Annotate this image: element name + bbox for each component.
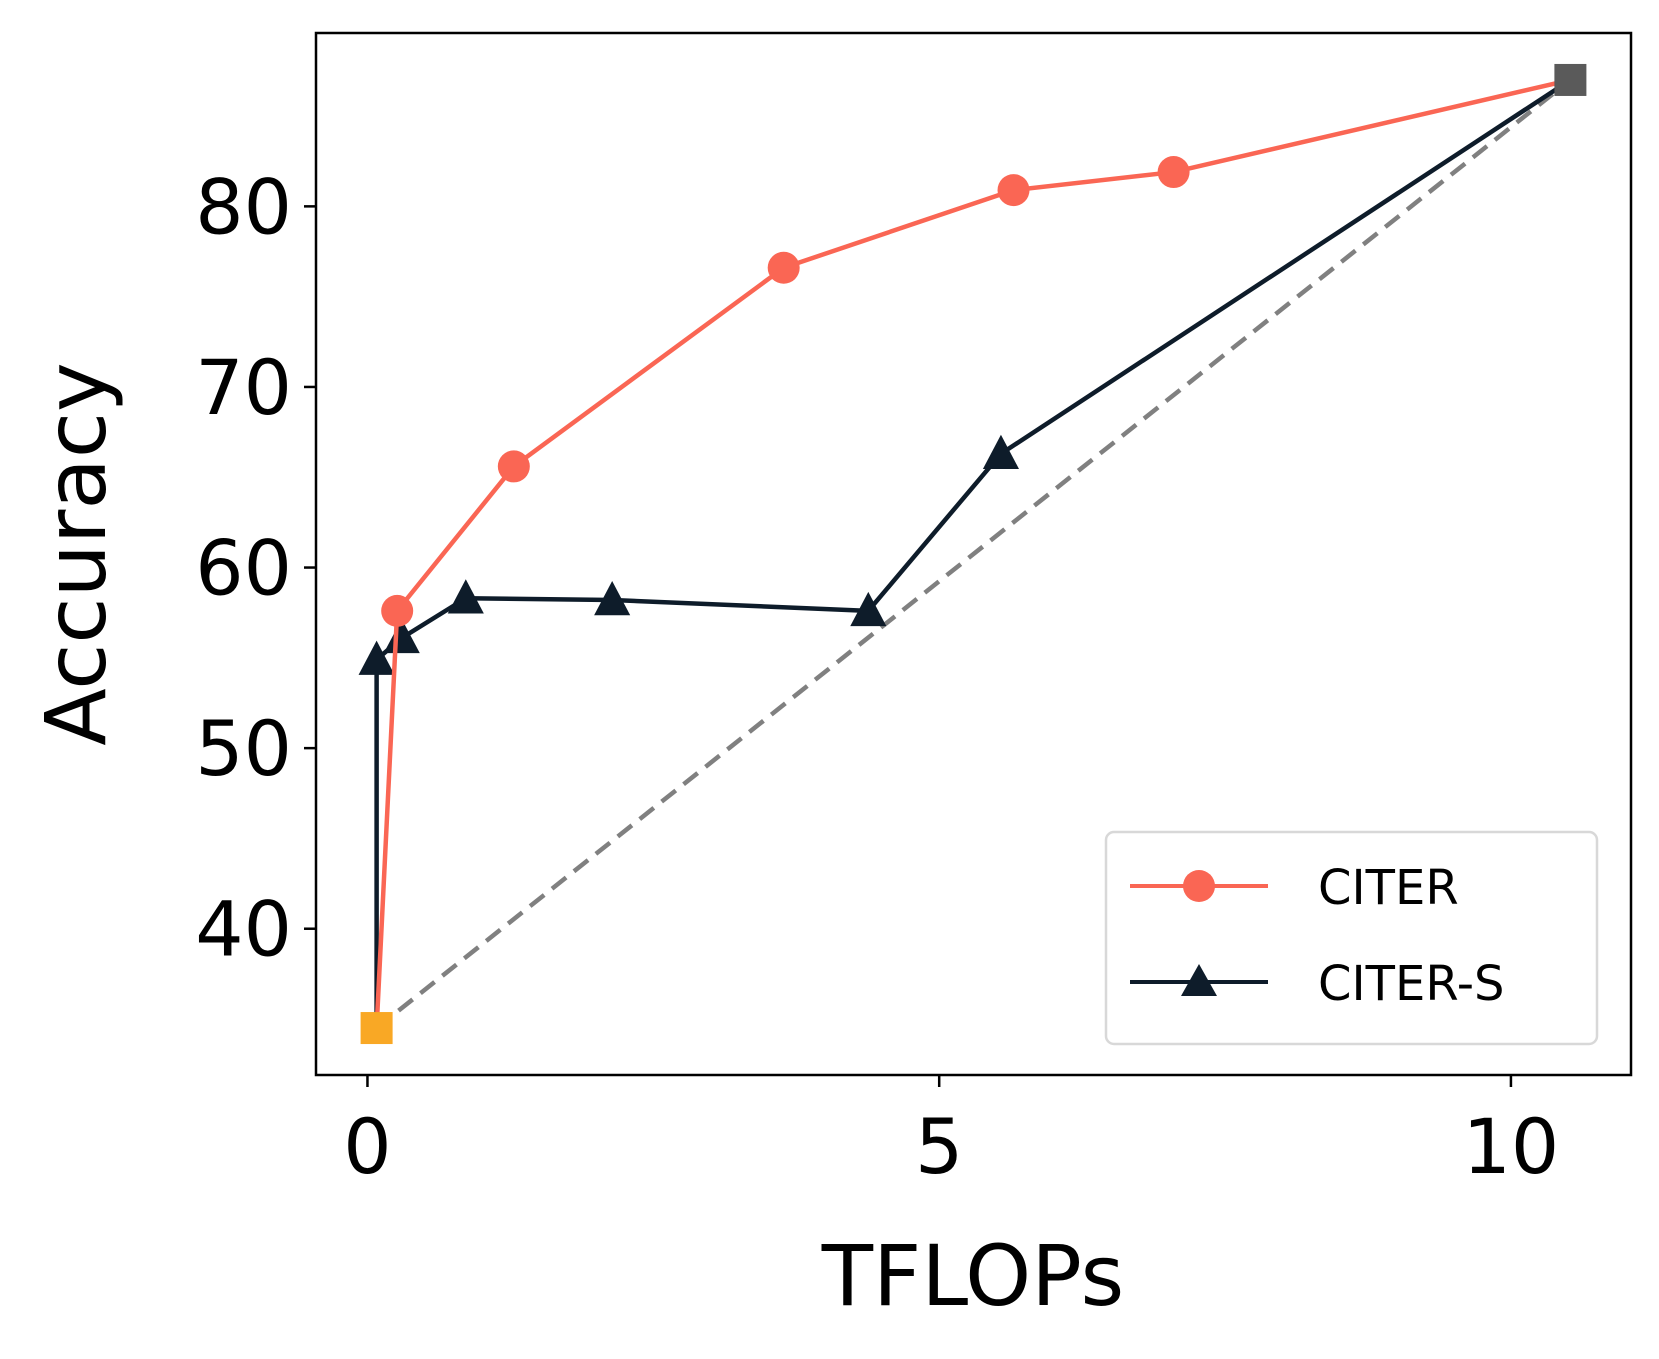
data-point-citer: [497, 450, 530, 483]
data-point-citer: [767, 251, 800, 284]
y-tick-label: 80: [195, 162, 292, 251]
plot-frame: [314, 31, 1633, 1077]
data-point-citer: [1157, 156, 1190, 189]
x-tick-label: 10: [1463, 1102, 1560, 1191]
data-point-citer-s: [383, 618, 420, 654]
data-point-citer-s: [594, 581, 631, 616]
data-point-citer-s: [850, 591, 887, 627]
y-tick-label: 50: [195, 704, 292, 793]
start-point-marker: [360, 1012, 393, 1045]
endpoint-markers-group: [360, 63, 1587, 1045]
x-axis-label: TFLOPs: [821, 1227, 1125, 1325]
legend-label-citer: CITER: [1318, 860, 1459, 916]
reference-line-group: [375, 78, 1572, 1030]
legend: CITER CITER-S: [1104, 830, 1599, 1046]
y-tick-label: 60: [195, 524, 292, 613]
x-tick-label: 5: [915, 1102, 963, 1191]
series-group: [358, 77, 1572, 1029]
y-axis-label: Accuracy: [27, 362, 125, 746]
end-point-marker: [1554, 63, 1587, 96]
data-point-citer-s: [447, 579, 484, 614]
legend-label-citer-s: CITER-S: [1318, 956, 1505, 1012]
x-tick-label: 0: [343, 1102, 391, 1191]
data-point-citer-s: [982, 434, 1019, 469]
series-citer-s: [358, 78, 1572, 1029]
data-point-citer-s: [358, 640, 395, 675]
legend-marker-citer: [1183, 870, 1215, 902]
y-tick-label: 70: [195, 343, 292, 432]
series-citer: [374, 77, 1571, 1029]
reference-diagonal-line: [375, 78, 1572, 1030]
y-tick-label: 40: [195, 885, 292, 974]
axes-group: 0 5 10 40 50 60 70 80: [195, 162, 1559, 1191]
data-point-citer: [381, 594, 414, 627]
legend-marker-citer-s: [1181, 964, 1217, 996]
data-point-citer: [997, 174, 1030, 207]
